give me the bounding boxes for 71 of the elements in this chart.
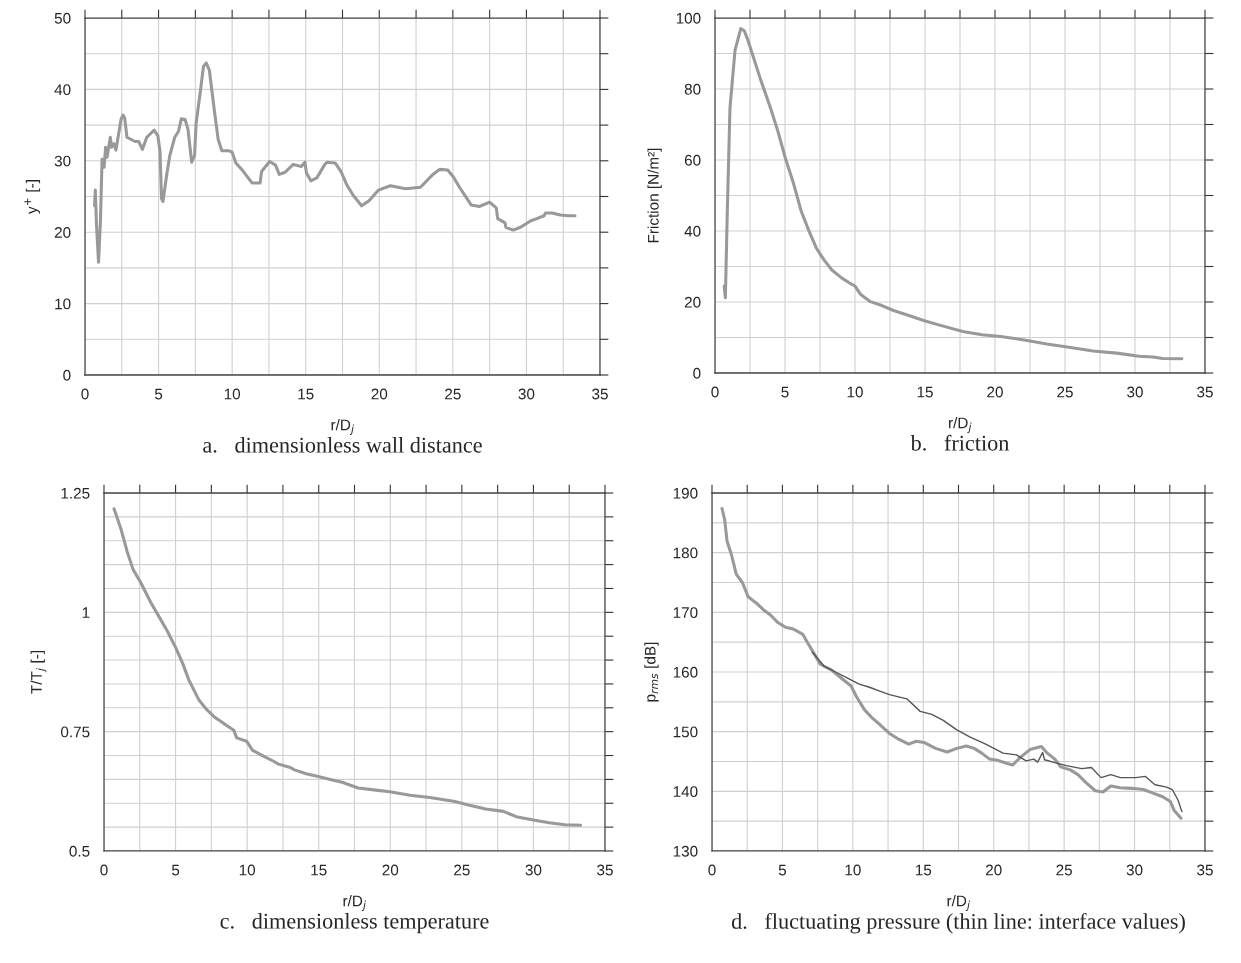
y-tick-label: 30: [54, 155, 71, 167]
y-tick-label: 170: [673, 607, 698, 619]
x-tick-label: 10: [847, 386, 863, 398]
x-tick-label: 30: [525, 864, 542, 876]
x-tick-label: 25: [1057, 386, 1073, 398]
x-tick-label: 0: [100, 864, 108, 876]
x-tick-label: 15: [311, 864, 327, 876]
text: d. fluctuating pressure (thin line: interface values): [731, 913, 1185, 934]
y-tick-label: 40: [684, 225, 701, 237]
y-tick-label: 150: [673, 726, 698, 738]
y-tick-label: 0: [63, 369, 71, 381]
x-tick-label: 20: [371, 388, 388, 400]
x-tick-label: 10: [224, 388, 241, 400]
x-tick-label: 5: [781, 386, 789, 398]
x-tick-label: 15: [298, 388, 314, 400]
y-tick-label: 0.75: [60, 726, 90, 738]
x-tick-label: 35: [597, 864, 613, 876]
x-tick-label: 5: [154, 388, 163, 400]
x-tick-label: 0: [708, 864, 716, 876]
line-series: [722, 27, 1184, 361]
y-tick-label: 100: [676, 12, 701, 24]
y-axis-title: y$^{+}$ [-]: [24, 180, 41, 214]
line-series: [811, 651, 1183, 813]
x-tick-label: 15: [917, 386, 933, 398]
y-tick-label: 160: [673, 666, 698, 678]
x-tick-label: 35: [1197, 864, 1213, 876]
y-tick-label: 1: [82, 607, 90, 618]
y-tick-label: 40: [54, 84, 71, 96]
y-tick-label: 190: [673, 487, 698, 499]
line-series: [112, 507, 583, 827]
y-tick-label: 80: [684, 83, 701, 95]
y-tick-label: 20: [54, 227, 71, 238]
x-tick-label: 25: [454, 864, 470, 876]
x-tick-label: 25: [445, 388, 461, 400]
x-tick-label: 30: [1127, 386, 1143, 398]
text: a. dimensionless wall distance: [203, 437, 482, 453]
x-tick-label: 35: [1197, 386, 1213, 398]
line-series: [720, 506, 1183, 820]
x-tick-label: 10: [239, 864, 256, 876]
y-axis-title: Friction [N/m²]: [647, 148, 662, 243]
y-tick-label: 0: [693, 367, 701, 379]
x-tick-label: 10: [845, 864, 861, 876]
x-axis-title: r/D$_{j}$: [947, 895, 970, 911]
x-tick-label: 20: [985, 864, 1002, 876]
x-tick-label: 5: [171, 864, 180, 876]
y-tick-label: 180: [673, 547, 698, 559]
text: b. friction: [910, 434, 1010, 451]
x-tick-label: 5: [778, 864, 787, 876]
y-tick-label: 0.5: [69, 845, 90, 857]
x-axis-title: r/D$_{j}$: [331, 419, 354, 435]
y-tick-label: 50: [54, 12, 71, 24]
y-tick-label: 140: [673, 786, 698, 798]
x-tick-label: 25: [1056, 864, 1072, 876]
x-axis-title: r/D$_{j}$: [343, 895, 366, 911]
x-tick-label: 20: [987, 386, 1003, 398]
y-tick-label: 1.25: [61, 487, 90, 499]
y-tick-label: 20: [684, 296, 701, 308]
text: c. dimensionless temperature: [220, 913, 489, 934]
x-tick-label: 0: [711, 386, 719, 398]
y-axis-title: T/T$_{j}$ [-]: [30, 650, 47, 694]
y-tick-label: 130: [673, 845, 698, 857]
x-axis-title: r/D$_{j}$: [949, 417, 972, 433]
y-tick-label: 10: [55, 298, 71, 310]
x-tick-label: 35: [592, 388, 608, 400]
y-tick-label: 60: [684, 154, 701, 166]
x-tick-label: 15: [915, 864, 932, 876]
y-axis-title: p$_{rms}$ [dB]: [644, 642, 659, 702]
x-tick-label: 20: [382, 864, 399, 876]
x-tick-label: 30: [518, 388, 535, 400]
line-series: [93, 61, 577, 264]
x-tick-label: 30: [1126, 864, 1143, 876]
